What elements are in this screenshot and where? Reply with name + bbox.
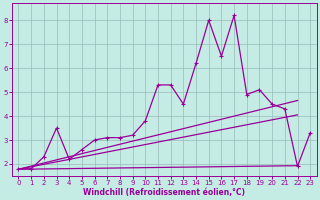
X-axis label: Windchill (Refroidissement éolien,°C): Windchill (Refroidissement éolien,°C) xyxy=(83,188,245,197)
